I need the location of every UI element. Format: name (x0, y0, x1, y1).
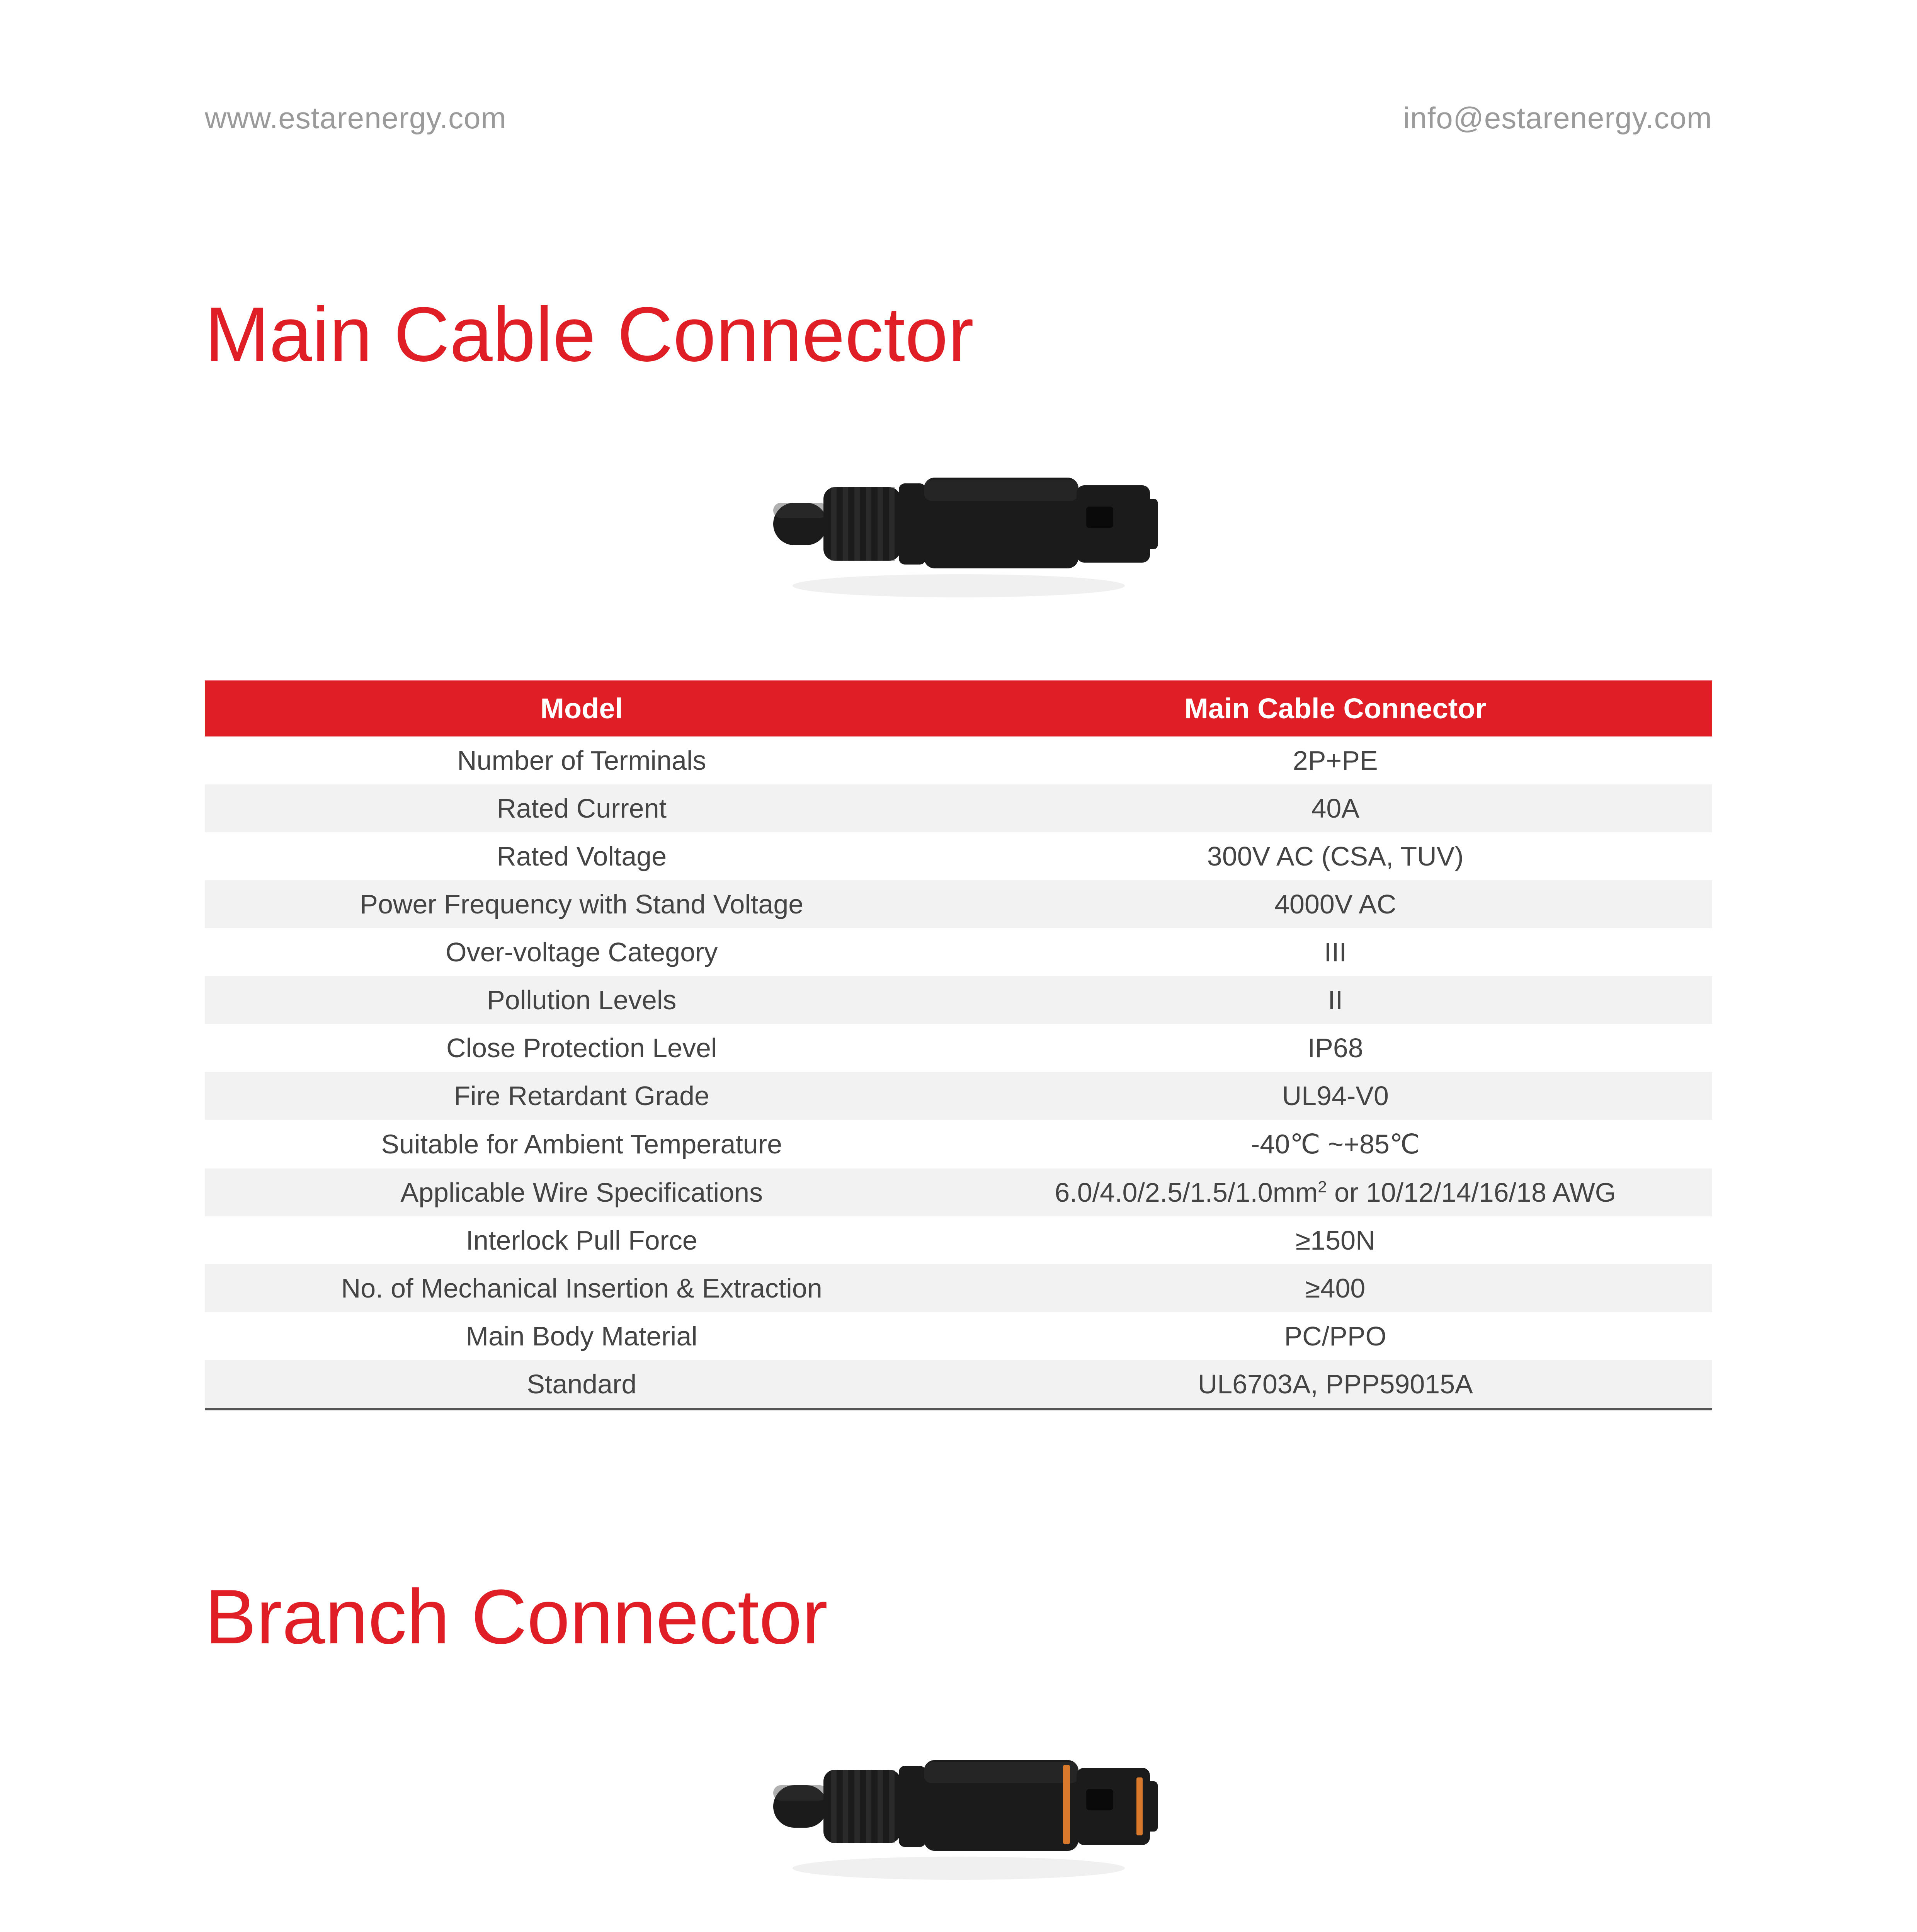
spec-table: ModelMain Cable ConnectorNumber of Termi… (205, 680, 1712, 1410)
spec-value: 40A (959, 784, 1713, 832)
spec-label: Pollution Levels (205, 976, 959, 1024)
spec-label: Fire Retardant Grade (205, 1072, 959, 1120)
table-row: Rated Voltage300V AC (CSA, TUV) (205, 832, 1712, 880)
spec-value: 4000V AC (959, 880, 1713, 928)
spec-value: UL6703A, PPP59015A (959, 1360, 1713, 1409)
table-row: Pollution LevelsII (205, 976, 1712, 1024)
page-header: www.estarenergy.com info@estarenergy.com (205, 100, 1712, 136)
spec-value: PC/PPO (959, 1312, 1713, 1360)
spec-label: No. of Mechanical Insertion & Extraction (205, 1264, 959, 1312)
spec-value: IP68 (959, 1024, 1713, 1072)
table-row: Over-voltage CategoryIII (205, 928, 1712, 976)
header-url: www.estarenergy.com (205, 100, 507, 136)
datasheet-page: www.estarenergy.com info@estarenergy.com… (0, 0, 1917, 1932)
table-row: Main Body MaterialPC/PPO (205, 1312, 1712, 1360)
spec-value: 6.0/4.0/2.5/1.5/1.0mm2 or 10/12/14/16/18… (959, 1168, 1713, 1216)
connector-image (746, 1723, 1171, 1886)
table-row: Applicable Wire Specifications6.0/4.0/2.… (205, 1168, 1712, 1216)
spec-label: Rated Voltage (205, 832, 959, 880)
sections-container: Main Cable Connector ModelMain Cable Con… (205, 290, 1712, 1932)
section-title: Branch Connector (205, 1573, 1712, 1662)
table-row: Rated Current40A (205, 784, 1712, 832)
product-image-wrap (205, 441, 1712, 603)
table-row: Interlock Pull Force≥150N (205, 1216, 1712, 1264)
spec-label: Suitable for Ambient Temperature (205, 1120, 959, 1168)
table-row: No. of Mechanical Insertion & Extraction… (205, 1264, 1712, 1312)
spec-value: ≥400 (959, 1264, 1713, 1312)
spec-value: III (959, 928, 1713, 976)
connector-image (746, 441, 1171, 603)
table-header-product: Main Cable Connector (959, 680, 1713, 736)
spec-value: 2P+PE (959, 736, 1713, 784)
spec-label: Rated Current (205, 784, 959, 832)
table-row: Power Frequency with Stand Voltage4000V … (205, 880, 1712, 928)
spec-label: Over-voltage Category (205, 928, 959, 976)
table-header-model: Model (205, 680, 959, 736)
spec-label: Interlock Pull Force (205, 1216, 959, 1264)
spec-value: -40℃ ~+85℃ (959, 1120, 1713, 1168)
spec-label: Close Protection Level (205, 1024, 959, 1072)
header-email: info@estarenergy.com (1403, 100, 1712, 136)
table-row: Number of Terminals2P+PE (205, 736, 1712, 784)
table-row: Close Protection LevelIP68 (205, 1024, 1712, 1072)
spec-value: UL94-V0 (959, 1072, 1713, 1120)
product-image-wrap (205, 1723, 1712, 1886)
spec-label: Standard (205, 1360, 959, 1409)
spec-value: ≥150N (959, 1216, 1713, 1264)
table-row: Suitable for Ambient Temperature-40℃ ~+8… (205, 1120, 1712, 1168)
section-title: Main Cable Connector (205, 290, 1712, 379)
table-row: Fire Retardant GradeUL94-V0 (205, 1072, 1712, 1120)
spec-value: II (959, 976, 1713, 1024)
table-row: StandardUL6703A, PPP59015A (205, 1360, 1712, 1409)
spec-label: Applicable Wire Specifications (205, 1168, 959, 1216)
spec-label: Main Body Material (205, 1312, 959, 1360)
spec-value: 300V AC (CSA, TUV) (959, 832, 1713, 880)
spec-label: Number of Terminals (205, 736, 959, 784)
spec-label: Power Frequency with Stand Voltage (205, 880, 959, 928)
